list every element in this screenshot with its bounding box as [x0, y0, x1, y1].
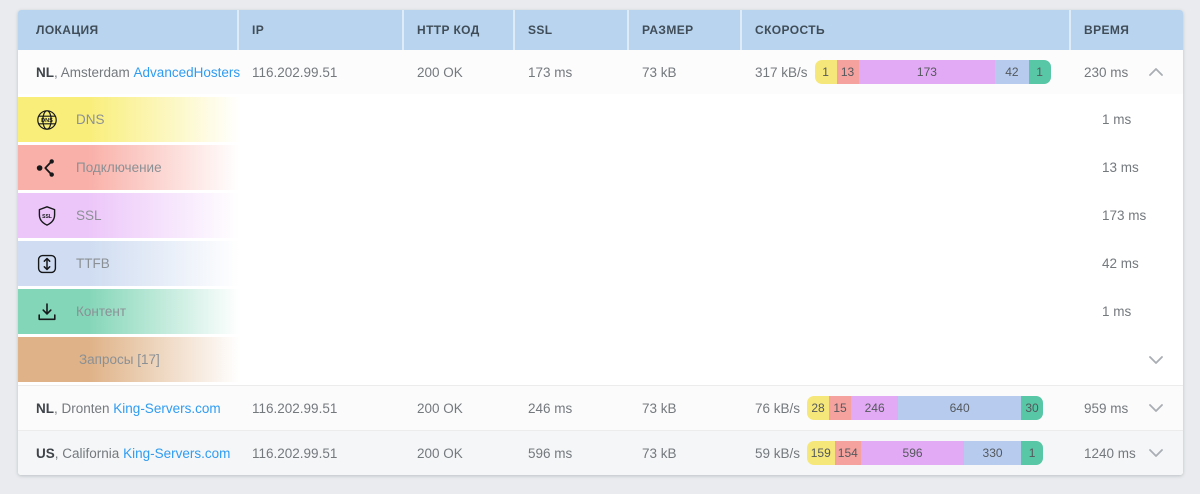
speed-cell: 76 kB/s 28 15 246 640 30	[742, 396, 1071, 420]
speed-value: 59 kB/s	[755, 445, 801, 461]
details-panel: DNS DNS 1 ms Подключение 13 ms SSL SSL 173 ms TT…	[18, 94, 1183, 385]
bar-segment-ssl: 246	[851, 396, 899, 420]
bar-segment-connect: 15	[829, 396, 852, 420]
connection-nodes-icon	[36, 157, 60, 179]
location-text: , Amsterdam	[54, 64, 130, 80]
bar-segment-content: 1	[1021, 441, 1044, 465]
table-header: ЛОКАЦИЯ IP HTTP КОД SSL РАЗМЕР СКОРОСТЬ ВРЕМЯ	[18, 10, 1183, 50]
bar-segment-ssl: 173	[858, 60, 996, 84]
location-cell: NL, Dronten King-Servers.com	[18, 401, 239, 416]
result-row[interactable]: NL, Dronten King-Servers.com 116.202.99.5…	[18, 385, 1183, 430]
phase-label: TTFB	[76, 256, 110, 271]
requests-row[interactable]: Запросы [17]	[18, 337, 1183, 382]
size-cell: 73 kB	[642, 445, 677, 461]
host-link[interactable]: AdvancedHosters	[133, 64, 241, 80]
timing-bar: 28 15 246 640 30	[807, 396, 1044, 420]
location-text: , Dronten	[54, 400, 110, 416]
bar-segment-ttfb: 42	[995, 60, 1029, 84]
phase-label: Подключение	[76, 160, 162, 175]
bar-segment-content: 1	[1028, 60, 1051, 84]
phase-row-content: Контент 1 ms	[18, 289, 1183, 334]
phase-time: 13 ms	[1102, 160, 1139, 175]
result-row[interactable]: NL, Amsterdam AdvancedHosters 116.202.99.…	[18, 50, 1183, 94]
country-code: US	[36, 445, 55, 461]
timing-bar: 159 154 596 330 1	[807, 441, 1044, 465]
speed-cell: 317 kB/s 1 13 173 42 1	[742, 60, 1071, 84]
bar-segment-content: 30	[1021, 396, 1044, 420]
size-cell: 73 kB	[642, 400, 677, 416]
phase-time: 1 ms	[1102, 112, 1132, 127]
speed-cell: 59 kB/s 159 154 596 330 1	[742, 441, 1071, 465]
results-table: ЛОКАЦИЯ IP HTTP КОД SSL РАЗМЕР СКОРОСТЬ ВРЕМЯ N…	[18, 10, 1183, 475]
column-header-ssl: SSL	[515, 10, 629, 50]
result-row[interactable]: US, California King-Servers.com 116.202.9…	[18, 430, 1183, 475]
location-text: , California	[54, 445, 120, 461]
location-cell: NL, Amsterdam AdvancedHosters	[18, 64, 241, 80]
http-code-cell: 200 OK	[417, 400, 463, 416]
bar-segment-connect: 154	[834, 441, 862, 465]
ssl-time-cell: 246 ms	[528, 400, 573, 416]
chevron-down-icon[interactable]	[1149, 355, 1163, 364]
phase-label: DNS	[76, 112, 105, 127]
ip-cell: 116.202.99.51	[252, 64, 338, 80]
column-header-size: РАЗМЕР	[629, 10, 742, 50]
bar-segment-ttfb: 330	[964, 441, 1022, 465]
dns-globe-icon: DNS	[36, 109, 60, 131]
bar-segment-ssl: 596	[861, 441, 965, 465]
svg-text:DNS: DNS	[41, 118, 53, 124]
host-link[interactable]: King-Servers.com	[113, 400, 221, 416]
ip-cell: 116.202.99.51	[252, 400, 338, 416]
phase-time: 1 ms	[1102, 304, 1132, 319]
phase-row-ttfb: TTFB 42 ms	[18, 241, 1183, 286]
speed-value: 76 kB/s	[755, 400, 801, 416]
country-code: NL	[36, 64, 54, 80]
total-time-cell: 1240 ms	[1071, 446, 1183, 461]
phase-row-dns: DNS DNS 1 ms	[18, 97, 1183, 142]
chevron-down-icon[interactable]	[1149, 404, 1163, 412]
host-link[interactable]: King-Servers.com	[123, 445, 231, 461]
phase-row-connect: Подключение 13 ms	[18, 145, 1183, 190]
chevron-down-icon[interactable]	[1149, 449, 1163, 457]
phase-row-ssl: SSL SSL 173 ms	[18, 193, 1183, 238]
ip-cell: 116.202.99.51	[252, 445, 338, 461]
column-header-http: HTTP КОД	[404, 10, 515, 50]
column-header-time: ВРЕМЯ	[1084, 23, 1130, 37]
http-code-cell: 200 OK	[417, 64, 463, 80]
size-cell: 73 kB	[642, 64, 677, 80]
svg-text:SSL: SSL	[42, 213, 52, 219]
ssl-time-cell: 596 ms	[528, 445, 573, 461]
bar-segment-connect: 13	[836, 60, 859, 84]
bar-segment-ttfb: 640	[898, 396, 1022, 420]
ssl-time-cell: 173 ms	[528, 64, 573, 80]
phase-label: SSL	[76, 208, 102, 223]
timing-bar: 1 13 173 42 1	[814, 60, 1051, 84]
requests-label: Запросы [17]	[79, 352, 160, 367]
phase-time: 42 ms	[1102, 256, 1139, 271]
column-header-ip: IP	[239, 10, 404, 50]
location-cell: US, California King-Servers.com	[18, 446, 239, 461]
speed-value: 317 kB/s	[755, 64, 808, 80]
total-time-value: 1240 ms	[1084, 445, 1136, 461]
chevron-up-icon[interactable]	[1149, 68, 1163, 76]
country-code: NL	[36, 400, 54, 416]
phase-time: 173 ms	[1102, 208, 1147, 223]
column-header-location: ЛОКАЦИЯ	[18, 10, 239, 50]
ttfb-arrows-icon	[36, 253, 60, 275]
total-time-value: 959 ms	[1084, 400, 1129, 416]
total-time-cell: 230 ms	[1071, 65, 1183, 80]
column-header-speed: СКОРОСТЬ	[742, 10, 1071, 50]
phase-label: Контент	[76, 304, 127, 319]
ssl-shield-icon: SSL	[36, 205, 60, 227]
http-code-cell: 200 OK	[417, 445, 463, 461]
total-time-cell: 959 ms	[1071, 401, 1183, 416]
total-time-value: 230 ms	[1084, 64, 1129, 80]
bar-segment-dns: 1	[814, 60, 837, 84]
content-download-icon	[36, 301, 60, 323]
bar-segment-dns: 28	[807, 396, 830, 420]
bar-segment-dns: 159	[807, 441, 835, 465]
